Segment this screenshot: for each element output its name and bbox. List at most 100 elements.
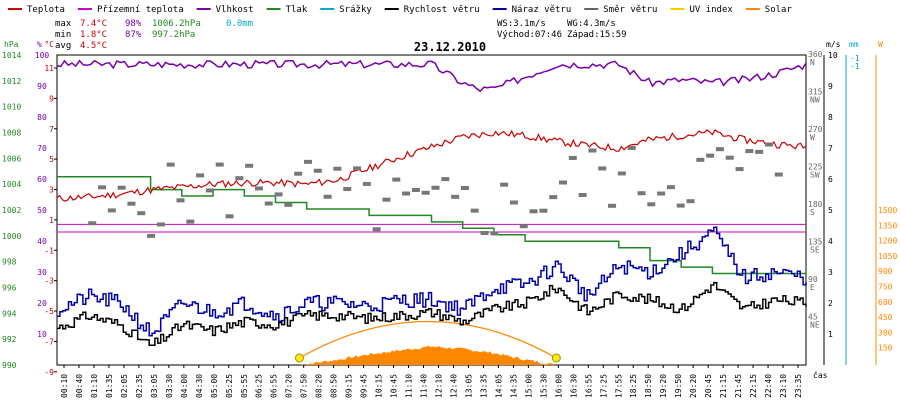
- wind-dir-mark-9: [176, 198, 185, 203]
- wind-dir-mark-17: [254, 186, 263, 191]
- wind-dir-mark-48: [559, 180, 568, 185]
- x-tick-label-38: 18:25: [629, 374, 638, 398]
- x-tick-label-29: 14:05: [494, 374, 503, 398]
- dir-deg-0: 360: [808, 50, 823, 59]
- wind-dir-mark-29: [372, 227, 381, 232]
- stat-max-hum: 98%: [125, 19, 142, 29]
- unit-left-1: %: [37, 40, 42, 49]
- dir-name-6: E: [810, 283, 815, 292]
- ms-tick-3: 7: [828, 144, 833, 153]
- pct-tick-6: 40: [37, 237, 47, 246]
- x-tick-label-10: 05:00: [210, 374, 219, 398]
- ms-tick-0: 10: [828, 51, 838, 60]
- wind-dir-mark-36: [441, 177, 450, 182]
- wind-wg: WG:4.3m/s: [567, 19, 616, 29]
- series-temperature: [56, 129, 807, 202]
- x-tick-label-25: 12:10: [435, 374, 444, 398]
- wind-dir-mark-42: [500, 182, 509, 187]
- x-tick-label-0: 00:10: [60, 374, 69, 398]
- wind-dir-mark-46: [539, 208, 548, 213]
- wind-dir-mark-62: [696, 157, 705, 162]
- wind-dir-mark-49: [568, 155, 577, 160]
- w-tick-0: 1500: [878, 206, 897, 215]
- x-axis-name: čas: [813, 370, 828, 380]
- wind-dir-mark-35: [431, 185, 440, 190]
- hpa-tick-0: 1014: [2, 51, 21, 60]
- w-tick-4: 900: [878, 267, 893, 276]
- wind-dir-mark-70: [774, 172, 783, 177]
- pct-tick-3: 70: [37, 144, 47, 153]
- wind-dir-mark-18: [264, 201, 273, 206]
- wind-dir-mark-25: [333, 166, 342, 171]
- wind-dir-mark-21: [294, 171, 303, 176]
- x-tick-label-31: 15:00: [524, 374, 533, 398]
- wind-dir-mark-55: [627, 145, 636, 150]
- sunrise-marker: [294, 353, 304, 363]
- dir-name-5: SE: [810, 246, 820, 255]
- wind-dir-mark-37: [451, 194, 460, 199]
- chart-title: 23.12.2010: [414, 40, 486, 54]
- stats-block: max 7.4°C 98% 1006.2hPa 0.0mm min 1.8°C …: [55, 19, 253, 51]
- pct-tick-7: 30: [37, 268, 47, 277]
- unit-right-0: m/s: [826, 40, 841, 49]
- hpa-tick-8: 998: [2, 258, 17, 267]
- x-tick-label-46: 22:15: [749, 374, 758, 398]
- x-tick-label-4: 02:05: [120, 374, 129, 398]
- unit-left-0: hPa: [4, 40, 19, 49]
- wind-dir-mark-33: [411, 187, 420, 192]
- x-tick-label-43: 20:45: [704, 374, 713, 398]
- mm-tick-1: -1: [850, 62, 860, 71]
- x-tick-label-22: 10:45: [390, 374, 399, 398]
- legend-label-5: Rychlost větru: [404, 5, 480, 15]
- series-wind-speed: [57, 281, 807, 346]
- temp-tick-2: 7: [49, 125, 54, 134]
- wind-dir-mark-12: [205, 188, 214, 193]
- x-tick-label-5: 02:35: [135, 374, 144, 398]
- wind-dir-mark-7: [156, 222, 165, 227]
- pct-tick-5: 50: [37, 206, 47, 215]
- x-tick-label-19: 09:15: [345, 374, 354, 398]
- x-tick-label-17: 08:20: [315, 374, 324, 398]
- hpa-tick-4: 1006: [2, 154, 21, 163]
- legend-label-4: Srážky: [339, 5, 372, 15]
- x-tick-label-30: 14:35: [509, 374, 518, 398]
- series-humidity: [56, 59, 807, 93]
- wind-info: WS:3.1m/s WG:4.3m/s Východ:07:46 Západ:1…: [497, 19, 627, 40]
- wind-dir-mark-58: [657, 191, 666, 196]
- dir-deg-1: 315: [808, 88, 823, 97]
- sunset-marker: [551, 353, 561, 363]
- wind-dir-mark-51: [588, 148, 597, 153]
- x-tick-label-8: 04:00: [180, 374, 189, 398]
- pct-tick-9: 10: [37, 330, 47, 339]
- x-tick-label-1: 00:40: [75, 374, 84, 398]
- x-tick-label-49: 23:35: [794, 374, 803, 398]
- wind-dir-mark-11: [196, 173, 205, 178]
- x-tick-label-2: 01:10: [90, 374, 99, 398]
- pct-tick-8: 20: [37, 299, 47, 308]
- wind-dir-mark-14: [225, 214, 234, 219]
- ms-tick-2: 8: [828, 113, 833, 122]
- stat-max-press: 1006.2hPa: [152, 19, 201, 29]
- legend: Teplota Přízemní teplota Vlhkost Tlak Srážky…: [8, 5, 792, 15]
- wind-dir-mark-34: [421, 190, 430, 195]
- x-tick-label-44: 21:15: [719, 374, 728, 398]
- w-tick-3: 1050: [878, 252, 897, 261]
- dir-name-3: SW: [810, 171, 820, 180]
- legend-label-6: Náraz větru: [512, 5, 572, 15]
- pct-tick-1: 90: [37, 82, 47, 91]
- hpa-tick-1: 1012: [2, 77, 21, 86]
- wind-dir-mark-60: [676, 203, 685, 208]
- x-tick-label-32: 15:30: [539, 374, 548, 398]
- wind-ws: WS:3.1m/s: [497, 19, 546, 29]
- wind-dir-mark-68: [755, 149, 764, 154]
- hpa-tick-6: 1002: [2, 206, 21, 215]
- ms-tick-1: 9: [828, 82, 833, 91]
- pct-tick-0: 100: [35, 51, 50, 60]
- hpa-tick-12: 990: [2, 361, 17, 370]
- series-solar-area: [300, 345, 557, 365]
- wind-dir-mark-15: [235, 176, 244, 181]
- w-tick-7: 450: [878, 313, 893, 322]
- wind-dir-mark-31: [392, 177, 401, 182]
- ms-tick-7: 3: [828, 268, 833, 277]
- legend-label-8: UV index: [689, 5, 733, 15]
